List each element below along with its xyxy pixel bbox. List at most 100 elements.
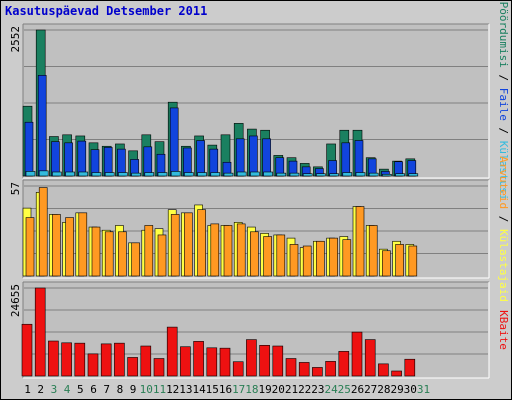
panel-middle-bar — [91, 226, 101, 277]
panel-top-bar — [144, 172, 155, 177]
legend-entry: Arvuteid — [497, 156, 510, 209]
panel-middle-bar — [329, 237, 338, 277]
panel-top-bar — [408, 173, 419, 177]
panel-top-bar — [368, 172, 379, 177]
legend-entry: Pöördumisi — [497, 2, 510, 68]
panel-top-bar — [64, 142, 73, 177]
panel-top-bar — [223, 172, 234, 177]
panel-top-bar — [118, 172, 128, 177]
panel-top-bar — [262, 138, 271, 177]
panel-top-bar — [289, 172, 300, 177]
panel-top-bar — [316, 173, 326, 177]
panel-top-bar — [65, 171, 75, 177]
panel-top-bar — [355, 172, 366, 177]
x-tick-label: 4 — [64, 383, 71, 396]
x-tick-label: 25 — [338, 383, 351, 396]
panel-middle-bar — [25, 217, 35, 277]
panel-middle-bar — [342, 239, 352, 277]
panel-bottom-bar — [338, 351, 350, 377]
panel-middle-bar — [104, 231, 114, 277]
panel-top-bar — [329, 173, 339, 177]
panel-top-bar — [24, 121, 34, 177]
legend-separator: / — [497, 121, 510, 141]
panel-bottom-bar — [404, 358, 416, 377]
panel-top-bar — [209, 148, 219, 177]
x-tick-label: 15 — [206, 383, 219, 396]
panel-bottom-bar — [74, 342, 86, 377]
panel-top-bar — [395, 173, 405, 177]
panel-top-bar — [25, 171, 36, 177]
panel-bottom-bar — [312, 367, 323, 377]
panel-middle-bar — [170, 214, 180, 277]
panel-middle-bar — [395, 244, 404, 277]
panel-top-bar — [249, 135, 258, 177]
x-tick-label: 17 — [232, 383, 245, 396]
panel-bottom-bar — [180, 346, 191, 377]
panel-bottom-bar — [298, 362, 310, 377]
x-tick-label: 7 — [103, 383, 110, 396]
legend-entry: Faile — [497, 88, 510, 121]
panel-top-ymax-label: 2552 — [9, 26, 22, 53]
panel-top-bar — [90, 149, 100, 177]
panel-top-bar — [183, 147, 192, 177]
x-tick-label: 31 — [417, 383, 430, 396]
panel-top-bar — [302, 173, 313, 177]
legend-entry: Külastajaid — [497, 229, 510, 302]
x-tick-label: 21 — [285, 383, 298, 396]
panel-middle-bar — [52, 214, 61, 277]
panel-top-bar — [37, 75, 47, 177]
panel-bottom-bar — [391, 370, 402, 377]
panel-middle-bar — [38, 187, 48, 277]
panel-middle-bar — [316, 240, 325, 277]
panel-bottom-bar — [153, 358, 165, 377]
panel-top-bar — [77, 140, 87, 177]
panel-middle-bar — [236, 223, 246, 277]
panel-middle-bar — [65, 217, 74, 277]
panel-top-bar — [52, 171, 62, 177]
panel-middle-bar — [157, 234, 167, 277]
x-tick-label: 18 — [245, 383, 258, 396]
x-tick-label: 11 — [153, 383, 166, 396]
panel-top-bar — [263, 171, 273, 177]
panel-bottom-bar — [259, 345, 270, 377]
x-tick-label: 9 — [130, 383, 137, 396]
x-tick-label: 8 — [117, 383, 124, 396]
x-tick-label: 30 — [404, 383, 417, 396]
panel-middle-bar — [382, 250, 391, 277]
panel-top-bar — [170, 171, 181, 177]
panel-top-bar — [250, 171, 260, 177]
panel-top-bar — [382, 173, 392, 177]
x-tick-label: 13 — [179, 383, 192, 396]
panel-top-bar — [104, 172, 115, 177]
panel-bottom-bar — [325, 361, 336, 377]
panel-top-bar — [342, 172, 353, 177]
panel-middle-bar — [131, 242, 140, 277]
panel-middle-bar — [368, 225, 378, 277]
panel-bottom-bar — [127, 357, 138, 377]
panel-top-bar — [197, 172, 207, 177]
panel-top-bar — [143, 146, 153, 177]
panel-bottom-bar — [61, 342, 72, 377]
panel-top-bar — [354, 140, 364, 177]
legend-entry: KBaite — [497, 310, 510, 350]
chart-title: Kasutuspäevad Detsember 2011 — [5, 4, 208, 18]
panel-middle-bar — [184, 212, 193, 277]
panel-top-legend: Pöördumisi / Faile / Külastusi — [497, 2, 510, 201]
x-tick-label: 28 — [377, 383, 390, 396]
panel-bottom-bar — [48, 340, 59, 377]
panel-top-bar — [117, 148, 126, 177]
panel-top-bar — [169, 107, 179, 177]
panel-top-bar — [78, 171, 89, 177]
panel-top-bar — [184, 172, 194, 177]
panel-middle-bar — [289, 244, 299, 277]
panel-middle-bar — [263, 236, 272, 277]
panel-middle-bar — [408, 245, 418, 277]
panel-middle-ymax-label: 57 — [9, 182, 22, 195]
x-tick-label: 23 — [311, 383, 324, 396]
x-tick-label: 20 — [272, 383, 285, 396]
panel-middle-bar — [302, 245, 312, 277]
panel-bottom-bar — [378, 363, 389, 377]
panel-top-bar — [131, 172, 141, 177]
panel-top-bar — [51, 141, 60, 177]
panel-bottom-bar — [272, 345, 284, 377]
